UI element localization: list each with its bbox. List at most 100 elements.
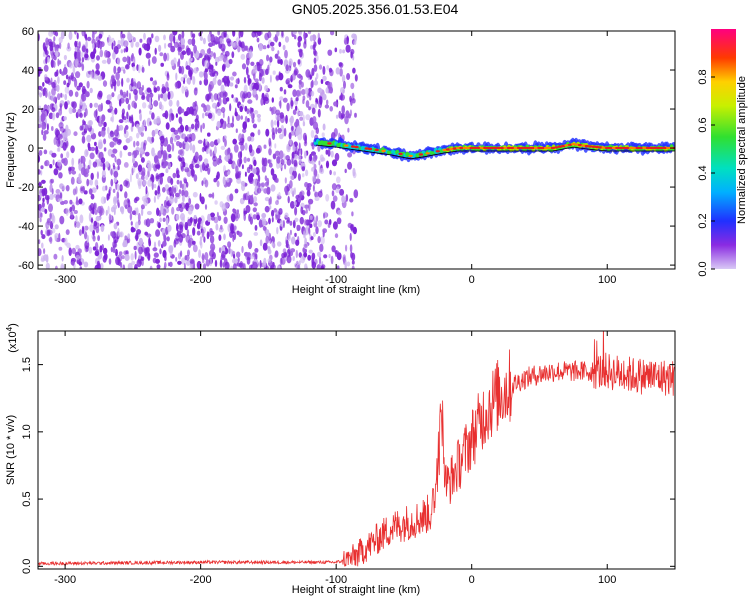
noise-cell — [164, 254, 167, 262]
noise-cell — [229, 103, 232, 112]
noise-cell — [129, 85, 132, 91]
noise-cell — [58, 36, 63, 44]
noise-cell — [213, 216, 219, 224]
noise-cell — [207, 56, 211, 63]
noise-cell — [161, 83, 165, 89]
noise-cell — [177, 155, 181, 161]
noise-cell — [290, 248, 296, 253]
noise-cell — [302, 230, 306, 239]
noise-cell — [169, 261, 173, 267]
noise-cell — [352, 171, 357, 179]
noise-cell — [162, 187, 166, 193]
noise-cell — [197, 139, 203, 144]
noise-cell — [48, 41, 53, 47]
noise-cell — [170, 59, 175, 67]
noise-cell — [57, 93, 61, 101]
noise-cell — [263, 257, 267, 266]
noise-cell — [178, 189, 182, 195]
noise-cell — [170, 127, 176, 133]
noise-cell — [141, 92, 145, 99]
noise-cell — [72, 65, 76, 75]
noise-cell — [178, 65, 182, 74]
noise-cell — [199, 164, 203, 173]
noise-cell — [103, 121, 107, 128]
noise-cell — [57, 159, 62, 167]
noise-cell — [192, 191, 198, 198]
noise-cell — [319, 167, 325, 175]
noise-cell — [61, 71, 65, 76]
noise-cell — [274, 253, 278, 258]
noise-cell — [194, 100, 198, 107]
noise-cell — [246, 256, 251, 265]
y-tick-label: 0 — [28, 143, 34, 155]
noise-cell — [244, 142, 248, 151]
noise-cell — [74, 91, 79, 98]
noise-cell — [317, 220, 323, 228]
noise-cell — [264, 175, 268, 181]
noise-cell — [202, 263, 207, 269]
noise-cell — [184, 86, 188, 92]
noise-cell — [176, 206, 181, 212]
noise-cell — [227, 154, 231, 160]
noise-cell — [99, 205, 104, 214]
noise-cell — [264, 197, 270, 202]
noise-cell — [54, 235, 57, 242]
noise-cell — [167, 176, 172, 184]
noise-cell — [279, 86, 283, 92]
noise-cell — [262, 45, 267, 50]
noise-cell — [330, 31, 335, 36]
noise-cell — [260, 182, 266, 188]
noise-cell — [343, 80, 346, 89]
noise-cell — [176, 223, 179, 232]
noise-cell — [275, 127, 278, 135]
noise-cell — [350, 82, 355, 90]
signal-core — [642, 146, 647, 150]
noise-cell — [252, 214, 257, 220]
noise-cell — [298, 142, 301, 151]
noise-cell — [41, 234, 46, 240]
noise-cell — [63, 54, 67, 61]
noise-cell — [116, 44, 121, 50]
signal-core — [615, 146, 620, 150]
noise-cell — [151, 163, 154, 169]
noise-cell — [70, 145, 75, 154]
noise-cell — [292, 143, 296, 152]
colorbar-ticks: 0.0 0.2 0.4 0.6 0.8 — [697, 69, 715, 277]
noise-cell — [271, 127, 275, 134]
noise-cell — [136, 140, 140, 147]
noise-cell — [339, 62, 344, 68]
noise-cell — [293, 201, 297, 206]
noise-cell — [131, 260, 136, 265]
noise-cell — [41, 129, 44, 136]
noise-cell — [38, 154, 41, 163]
noise-cell — [140, 175, 145, 180]
noise-cell — [136, 132, 140, 139]
noise-cell — [198, 154, 203, 162]
noise-cell — [113, 176, 117, 183]
noise-cell — [262, 242, 268, 251]
noise-cell — [58, 122, 64, 129]
signal-core — [398, 152, 403, 156]
noise-cell — [113, 83, 117, 92]
noise-cell — [330, 150, 334, 158]
noise-cell — [123, 199, 129, 209]
noise-cell — [250, 61, 255, 66]
noise-cell — [257, 129, 261, 136]
noise-cell — [86, 80, 90, 89]
signal-core — [350, 145, 356, 148]
signal-core — [425, 152, 430, 155]
noise-cell — [266, 54, 270, 62]
noise-cell — [345, 194, 349, 202]
signal-core — [581, 144, 586, 147]
noise-cell — [281, 31, 284, 37]
noise-cell — [60, 263, 65, 269]
noise-cell — [167, 91, 171, 100]
noise-cell — [118, 119, 124, 124]
noise-cell — [157, 240, 161, 247]
noise-cell — [57, 198, 63, 203]
noise-cell — [177, 106, 183, 115]
noise-cell — [194, 122, 198, 131]
noise-cell — [165, 168, 169, 174]
y-tick-label: 20 — [22, 104, 34, 116]
